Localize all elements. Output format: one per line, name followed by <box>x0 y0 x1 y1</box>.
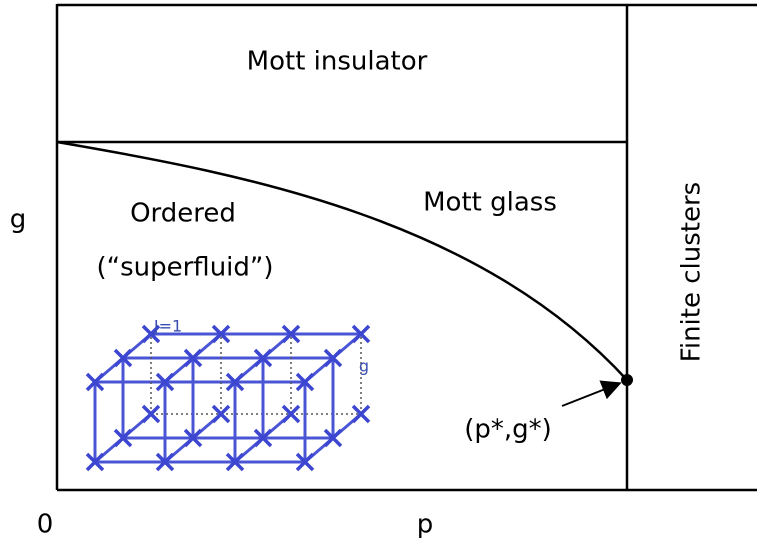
axis-origin: 0 <box>37 510 54 540</box>
region-label: Mott glass <box>423 188 557 218</box>
region-label: Ordered <box>130 199 236 229</box>
axis-label: g <box>10 205 27 235</box>
region-label: (“superfluid”) <box>96 253 273 283</box>
inset-label: g <box>359 357 369 376</box>
frame <box>57 4 757 490</box>
arrow <box>562 384 618 406</box>
point-label: (p*,g*) <box>464 415 552 445</box>
axis-label: p <box>417 510 434 540</box>
lattice-inset <box>87 326 369 470</box>
inset-label: J=1 <box>153 317 182 336</box>
phase-diagram: Mott insulator g Ordered (“superfluid”) … <box>0 0 757 540</box>
region-label: Finite clusters <box>677 182 707 362</box>
critical-point <box>621 374 633 386</box>
region-label: Mott insulator <box>247 47 428 77</box>
